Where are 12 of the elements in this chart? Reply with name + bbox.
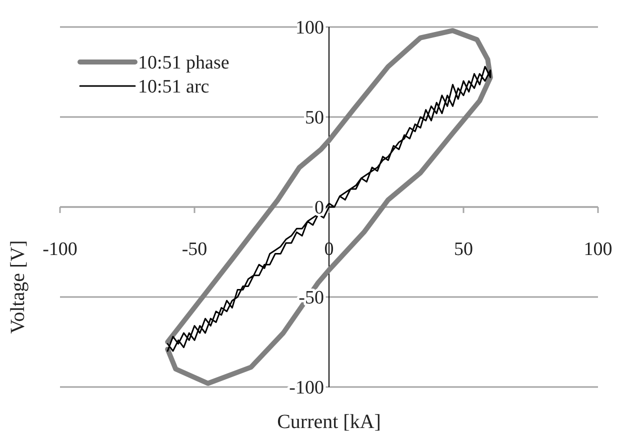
x-tick-label: 50	[454, 239, 473, 260]
y-tick-label: 100	[296, 18, 324, 39]
y-tick-label: 0	[314, 198, 324, 219]
x-tick-label: -100	[42, 239, 78, 260]
legend-label: 10:51 arc	[138, 76, 210, 98]
y-axis-title: Voltage [V]	[7, 240, 29, 334]
legend-label: 10:51 phase	[138, 52, 230, 74]
x-axis-title: Current [kA]	[277, 411, 381, 433]
x-tick-label: 100	[584, 239, 612, 260]
y-tick-label: 50	[305, 108, 324, 129]
y-tick-label: -100	[289, 378, 324, 399]
x-tick-label: -50	[182, 239, 208, 260]
